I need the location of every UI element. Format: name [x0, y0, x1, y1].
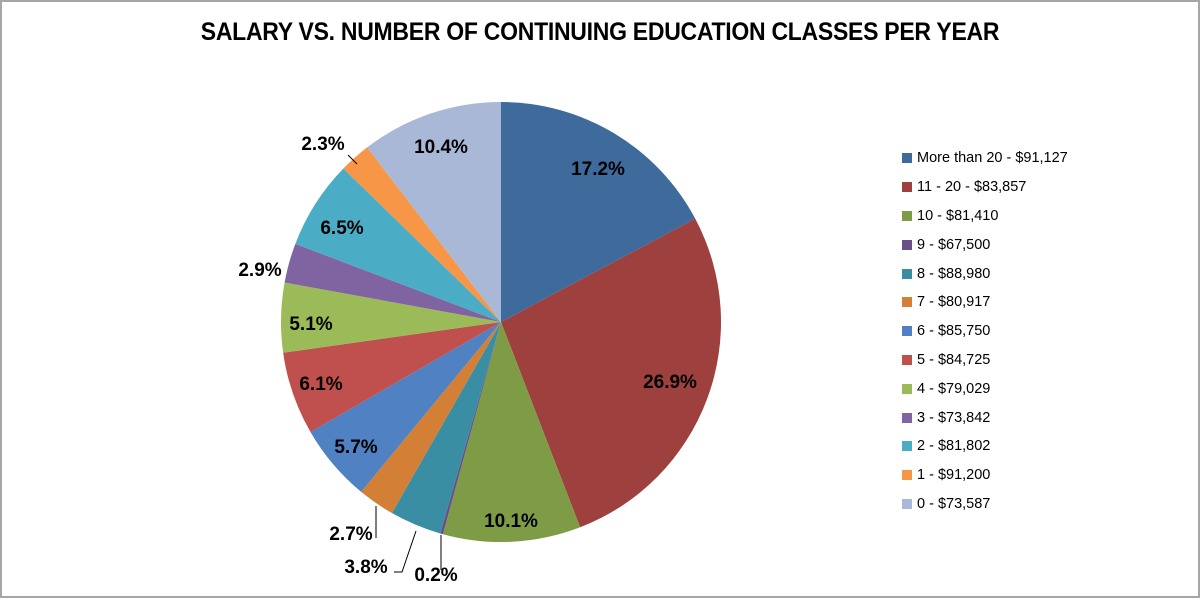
legend-label: 11 - 20 - $83,857: [917, 179, 1027, 196]
legend-item: 8 - $88,980: [902, 259, 1068, 288]
leader-line: [347, 154, 358, 165]
leader-line: [394, 530, 417, 573]
slice-data-label: 6.5%: [320, 218, 363, 239]
pie-slice-7: [361, 322, 501, 514]
legend-swatch: [902, 153, 912, 164]
legend-label: More than 20 - $91,127: [917, 150, 1068, 167]
legend-label: 7 - $80,917: [917, 294, 991, 311]
legend-swatch: [902, 383, 912, 394]
pie-slice-6: [310, 322, 501, 492]
legend-label: 1 - $91,200: [917, 467, 991, 484]
slice-data-label: 6.1%: [299, 374, 342, 395]
slice-data-label: 2.3%: [301, 134, 344, 155]
pie-slice-0: [367, 102, 501, 322]
legend-item: 11 - 20 - $83,857: [902, 173, 1068, 202]
pie-slice-10: [442, 322, 581, 543]
chart-legend: More than 20 - $91,127 11 - 20 - $83,857 1…: [902, 144, 1068, 518]
slice-data-label: 26.9%: [643, 372, 697, 393]
pie-slices: [281, 102, 722, 543]
slice-data-label: 3.8%: [344, 557, 387, 578]
label-leader-lines: [347, 154, 442, 573]
legend-item: 0 - $73,587: [902, 490, 1068, 519]
slice-data-label: 2.9%: [238, 260, 281, 281]
legend-item: 3 - $73,842: [902, 403, 1068, 432]
pie-slice-2: [295, 168, 501, 322]
legend-label: 10 - $81,410: [917, 207, 999, 224]
legend-item: 10 - $81,410: [902, 202, 1068, 231]
legend-swatch: [902, 498, 912, 509]
pie-slice-3: [284, 243, 501, 322]
pie-slice-5: [283, 322, 501, 432]
slice-data-label: 5.7%: [334, 437, 377, 458]
legend-item: 7 - $80,917: [902, 288, 1068, 317]
legend-item: 6 - $85,750: [902, 317, 1068, 346]
pie-slice-11-20: [501, 218, 722, 528]
legend-label: 8 - $88,980: [917, 265, 991, 282]
legend-swatch: [902, 470, 912, 481]
legend-label: 2 - $81,802: [917, 438, 991, 455]
legend-label: 3 - $73,842: [917, 409, 991, 426]
legend-label: 4 - $79,029: [917, 380, 991, 397]
pie-slice-morethan20: [501, 102, 696, 322]
legend-swatch: [902, 210, 912, 221]
legend-swatch: [902, 268, 912, 279]
legend-label: 9 - $67,500: [917, 236, 991, 253]
slice-data-label: 5.1%: [289, 314, 332, 335]
legend-item: More than 20 - $91,127: [902, 144, 1068, 173]
pie-slice-4: [281, 282, 501, 353]
chart-title: SALARY VS. NUMBER OF CONTINUING EDUCATIO…: [200, 18, 1000, 46]
pie-slice-1: [343, 147, 501, 322]
legend-swatch: [902, 182, 912, 193]
legend-swatch: [902, 297, 912, 308]
legend-swatch: [902, 412, 912, 423]
legend-item: 4 - $79,029: [902, 374, 1068, 403]
legend-item: 5 - $84,725: [902, 346, 1068, 375]
legend-label: 5 - $84,725: [917, 351, 991, 368]
slice-data-label: 17.2%: [571, 159, 625, 180]
legend-swatch: [902, 326, 912, 337]
pie-data-labels: 17.2% 26.9% 10.1% 0.2% 3.8% 2.7% 5.7% 6.1% 5.1% 2…: [238, 134, 697, 586]
slice-data-label: 10.1%: [484, 511, 538, 532]
slice-data-label: 0.2%: [414, 565, 457, 586]
legend-swatch: [902, 239, 912, 250]
slice-data-label: 10.4%: [414, 137, 468, 158]
legend-swatch: [902, 441, 912, 452]
legend-item: 2 - $81,802: [902, 432, 1068, 461]
legend-item: 9 - $67,500: [902, 230, 1068, 259]
legend-swatch: [902, 354, 912, 365]
pie-slice-9: [440, 322, 501, 535]
legend-item: 1 - $91,200: [902, 461, 1068, 490]
legend-label: 6 - $85,750: [917, 323, 991, 340]
pie-slice-8: [391, 322, 501, 534]
legend-label: 0 - $73,587: [917, 495, 991, 512]
slice-data-label: 2.7%: [329, 524, 372, 545]
